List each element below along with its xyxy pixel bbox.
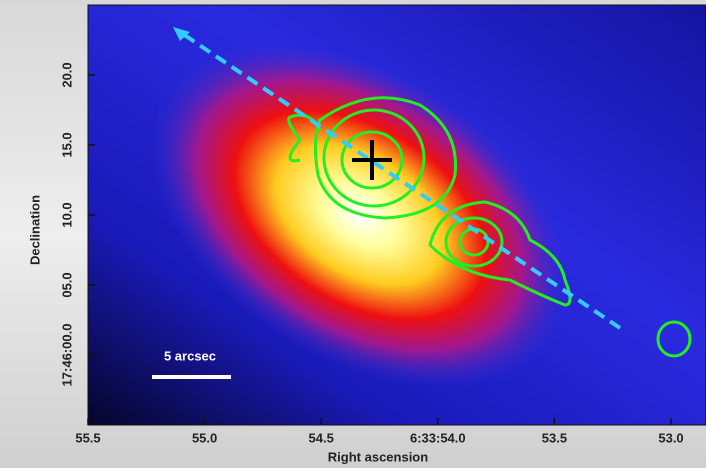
y-axis-title: Declination — [27, 195, 42, 265]
x-tick-label: 53.5 — [542, 430, 567, 445]
x-tick-label: 55.5 — [75, 430, 100, 445]
contours — [287, 96, 692, 358]
y-tick-label: 20.0 — [59, 62, 74, 87]
arrow-head — [173, 27, 190, 41]
direction-arrow — [178, 30, 622, 330]
x-axis-title: Right ascension — [328, 449, 428, 464]
x-tick-label: 6:33:54.0 — [410, 430, 466, 445]
y-tick-label: 17:46:00.0 — [59, 324, 74, 387]
source-cross — [352, 140, 392, 180]
x-tick-label: 55.0 — [192, 430, 217, 445]
y-tick-label: 05.0 — [59, 272, 74, 297]
y-tick-label: 15.0 — [59, 132, 74, 157]
x-tick-label: 54.5 — [309, 430, 334, 445]
x-tick-label: 53.0 — [658, 430, 683, 445]
y-tick-label: 10.0 — [59, 202, 74, 227]
image-panel: 5 arcsec — [88, 5, 706, 425]
scale-label: 5 arcsec — [164, 348, 216, 363]
